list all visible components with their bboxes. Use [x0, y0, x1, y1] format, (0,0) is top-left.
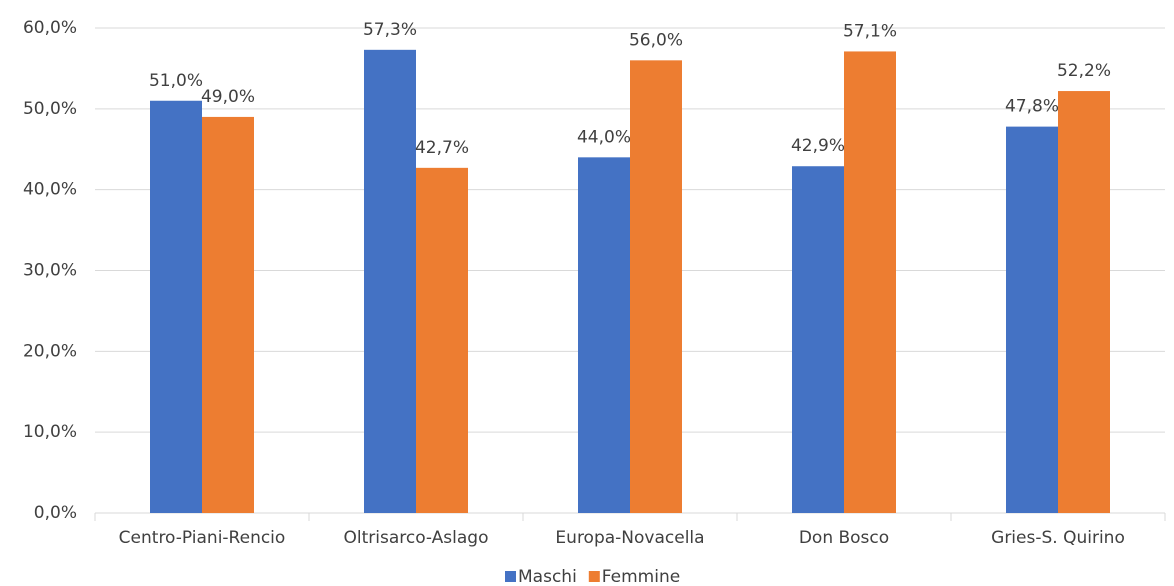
y-tick-label: 30,0% — [23, 261, 77, 281]
legend-swatch — [505, 571, 516, 582]
legend-label: Femmine — [602, 567, 680, 586]
bar — [1006, 126, 1058, 513]
y-tick-label: 0,0% — [34, 503, 77, 523]
x-tick-label: Centro-Piani-Rencio — [119, 528, 286, 548]
bar — [202, 116, 254, 514]
value-label: 44,0% — [577, 127, 631, 147]
bar — [630, 60, 682, 513]
bar — [1058, 91, 1110, 514]
bar — [844, 51, 896, 514]
value-label: 42,9% — [791, 136, 845, 156]
legend-swatch — [588, 571, 600, 582]
x-tick-label: Europa-Novacella — [555, 528, 704, 548]
bar — [792, 166, 844, 513]
value-label: 51,0% — [149, 71, 203, 91]
y-tick-label: 50,0% — [23, 99, 77, 119]
bar — [150, 100, 202, 513]
bar — [364, 49, 416, 513]
value-label: 57,1% — [843, 21, 897, 41]
y-tick-label: 40,0% — [23, 180, 77, 200]
value-label: 52,2% — [1057, 61, 1111, 81]
value-label: 42,7% — [415, 138, 469, 158]
y-tick-label: 10,0% — [23, 422, 77, 442]
y-tick-label: 60,0% — [23, 18, 77, 38]
y-tick-label: 20,0% — [23, 341, 77, 361]
value-label: 57,3% — [363, 20, 417, 40]
x-tick-label: Don Bosco — [799, 528, 889, 548]
value-label: 56,0% — [629, 30, 683, 50]
bar — [416, 167, 468, 513]
value-label: 49,0% — [201, 87, 255, 107]
legend-label: Maschi — [518, 567, 577, 586]
x-tick-label: Oltrisarco-Aslago — [343, 528, 488, 548]
value-label: 47,8% — [1005, 97, 1059, 117]
bar — [578, 157, 630, 514]
x-tick-label: Gries-S. Quirino — [991, 528, 1125, 548]
